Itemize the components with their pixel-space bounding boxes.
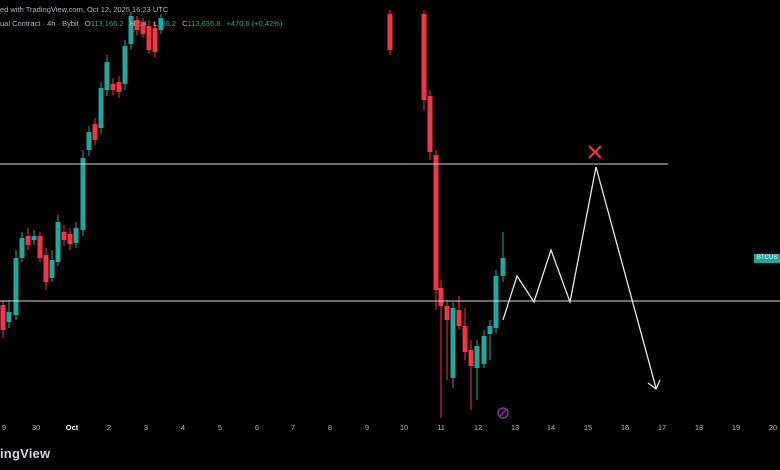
- time-tick: 12: [473, 423, 483, 432]
- time-tick: 5: [217, 423, 223, 432]
- candle-body: [31, 236, 37, 240]
- candle-body: [450, 308, 456, 378]
- footer: ingView: [0, 436, 780, 470]
- candle-body: [468, 350, 474, 366]
- candle-body: [86, 132, 92, 150]
- candle-body: [387, 14, 393, 50]
- candle-body: [92, 124, 98, 140]
- price-axis-tag[interactable]: BTCUS: [754, 254, 780, 263]
- time-tick: 6: [254, 423, 260, 432]
- candle-body: [25, 236, 31, 245]
- candle-body: [104, 62, 110, 90]
- candle-body: [421, 14, 427, 100]
- candle-body: [73, 228, 79, 243]
- time-tick: 9: [1, 423, 7, 432]
- symbol-info: ual Contract · 4h · Bybit O113,166.2 H11…: [0, 19, 282, 28]
- ohlc-o-label: O: [84, 19, 91, 28]
- candle-body: [37, 236, 43, 258]
- candle-body: [474, 346, 480, 368]
- candlesticks: [0, 10, 506, 418]
- ohlc-l-value: 166.2: [157, 19, 177, 28]
- candle-body: [19, 238, 25, 258]
- time-tick: 18: [694, 423, 704, 432]
- candle-body: [140, 22, 146, 34]
- ohlc-c-value: 113,636.8: [187, 19, 221, 28]
- time-tick: 13: [510, 423, 520, 432]
- published-text: ed with TradingView.com, Oct 12, 2025 16…: [0, 5, 169, 14]
- ohlc-h-label: H: [129, 19, 136, 28]
- time-tick: 9: [364, 423, 370, 432]
- ohlc-change: +470.6 (+0.42%): [226, 19, 283, 28]
- candle-body: [61, 232, 67, 240]
- candle-body: [13, 258, 19, 315]
- time-tick: 15: [583, 423, 593, 432]
- time-tick: 3: [143, 423, 149, 432]
- candle-body: [67, 234, 73, 244]
- projection-path[interactable]: [502, 166, 657, 389]
- candle-body: [98, 88, 104, 128]
- candle-body: [462, 326, 468, 352]
- symbol-line: ual Contract · 4h · Bybit: [0, 19, 79, 28]
- candle-body: [116, 82, 122, 92]
- candle-body: [438, 288, 444, 306]
- time-tick: 19: [731, 423, 741, 432]
- candle-body: [55, 222, 61, 262]
- candle-body: [0, 305, 6, 330]
- candle-body: [487, 326, 493, 334]
- candle-body: [110, 84, 116, 90]
- candle-body: [134, 20, 140, 30]
- candle-body: [158, 18, 164, 30]
- tradingview-logo-text[interactable]: ingView: [0, 446, 51, 461]
- time-tick: 30: [31, 423, 41, 432]
- time-tick: 10: [399, 423, 409, 432]
- ohlc-l-label: L: [153, 19, 158, 28]
- time-tick: 2: [106, 423, 112, 432]
- candle-body: [152, 28, 158, 52]
- candle-body: [500, 258, 506, 276]
- candle-body: [122, 46, 128, 84]
- time-axis[interactable]: 9 30 Oct 2 3 4 5 6 7 8 9 10 11 12 13 14 15 16 17 18 19 20: [0, 418, 780, 436]
- candle-body: [80, 158, 86, 230]
- candle-body: [6, 312, 12, 322]
- cross-marker[interactable]: [588, 145, 602, 159]
- candle-body: [146, 26, 152, 50]
- ohlc-o-value: 113,166.2: [90, 19, 124, 28]
- time-tick: 20: [768, 423, 778, 432]
- time-tick: Oct: [65, 423, 79, 432]
- candle-body: [49, 260, 55, 278]
- dividend-icon[interactable]: [497, 407, 509, 419]
- time-tick: 4: [180, 423, 186, 432]
- time-tick: 17: [657, 423, 667, 432]
- ohlc-h-value: 114: [135, 19, 148, 28]
- candle-body: [433, 155, 439, 290]
- time-tick: 16: [620, 423, 630, 432]
- time-tick: 7: [290, 423, 296, 432]
- candle-body: [481, 336, 487, 364]
- candle-body: [43, 255, 49, 282]
- candle-body: [128, 16, 134, 44]
- candle-body: [493, 276, 499, 328]
- candle-body: [456, 310, 462, 326]
- candle-body: [444, 306, 450, 320]
- time-tick: 11: [437, 423, 445, 432]
- time-tick: 8: [327, 423, 333, 432]
- projection-arrow-head: [647, 379, 661, 391]
- ohlc-c-label: C: [182, 19, 188, 28]
- candle-body: [427, 96, 433, 152]
- time-tick: 14: [546, 423, 556, 432]
